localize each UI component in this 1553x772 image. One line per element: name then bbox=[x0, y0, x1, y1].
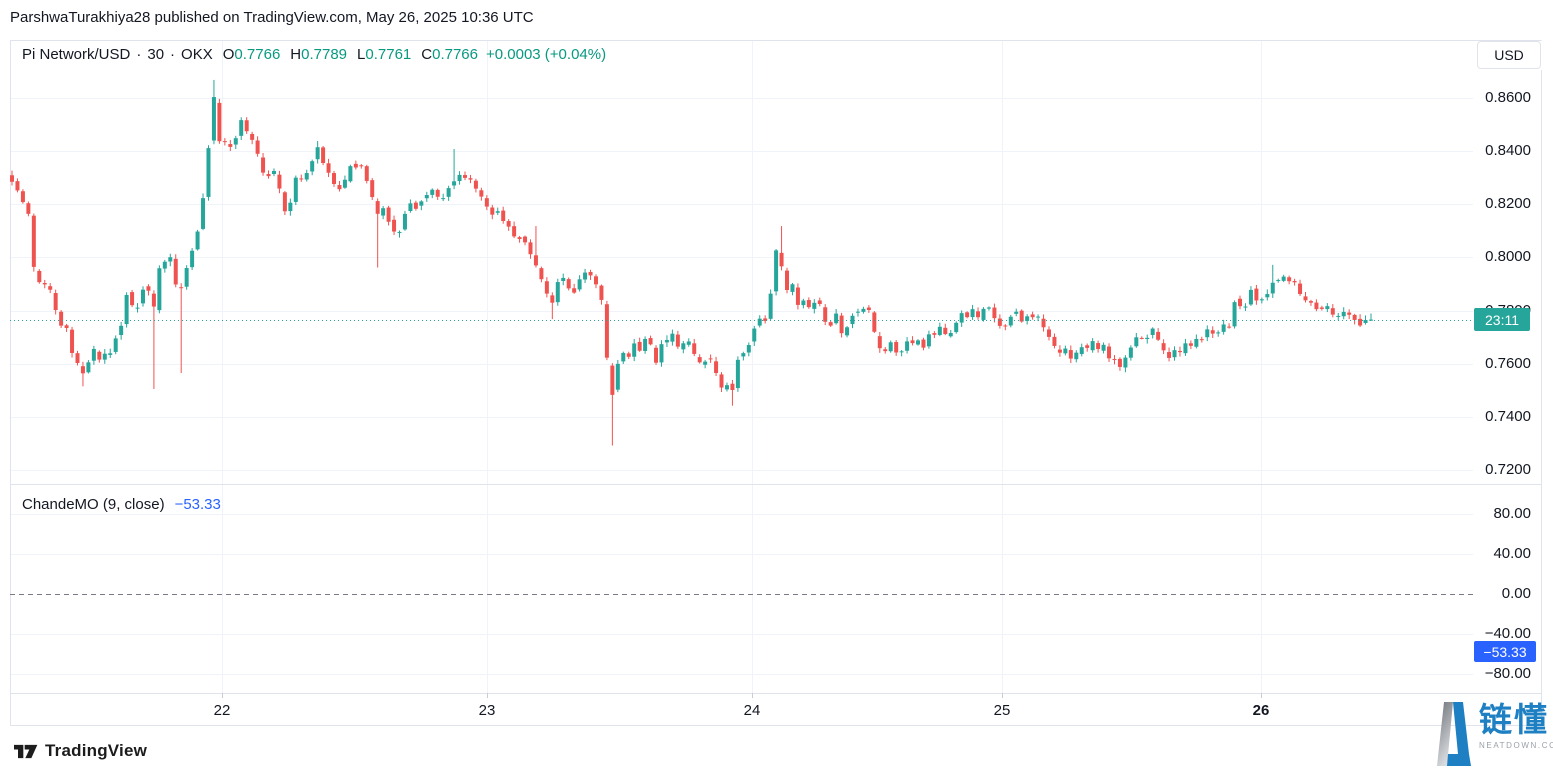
publish-header: ParshwaTurakhiya28 published on TradingV… bbox=[10, 9, 534, 26]
tradingview-link[interactable]: TradingView bbox=[14, 738, 147, 764]
cmo-line bbox=[10, 507, 1371, 675]
ohlc-high: H0.7789 bbox=[290, 46, 348, 63]
time-axis-label: 22 bbox=[213, 702, 231, 719]
ohlc-low: L0.7761 bbox=[357, 46, 412, 63]
cmo-axis-label: 80.00 bbox=[1493, 505, 1531, 522]
tradingview-brand-text: TradingView bbox=[45, 741, 148, 760]
price-axis-label: 0.8200 bbox=[1485, 195, 1531, 213]
ohlc-close: C0.7766 bbox=[421, 46, 478, 63]
indicator-legend[interactable]: ChandeMO (9, close) −53.33 bbox=[22, 496, 221, 513]
cmo-axis-label: 0.00 bbox=[1501, 585, 1531, 602]
watermark-site-text: NEATDOWN.COM bbox=[1479, 741, 1553, 750]
price-axis-label: 0.7600 bbox=[1485, 354, 1531, 372]
interval-value: 30 bbox=[147, 46, 165, 63]
countdown-badge: 23:11 bbox=[1474, 308, 1530, 331]
indicator-value: −53.33 bbox=[174, 496, 221, 513]
time-scale[interactable] bbox=[10, 693, 1541, 725]
cmo-axis-label: −40.00 bbox=[1484, 625, 1531, 642]
exchange-name: OKX bbox=[181, 46, 213, 63]
ohlc-open: O0.7766 bbox=[222, 46, 281, 63]
time-axis-label: 25 bbox=[993, 702, 1011, 719]
price-axis-label: 0.7400 bbox=[1485, 407, 1531, 425]
tradingview-logo-icon bbox=[14, 744, 38, 758]
price-axis-label: 0.8400 bbox=[1485, 142, 1531, 160]
cmo-axis-label: 40.00 bbox=[1493, 545, 1531, 562]
grid-lines bbox=[10, 41, 1473, 693]
cmo-axis-label: −80.00 bbox=[1484, 665, 1531, 682]
legend-separator: · bbox=[170, 46, 176, 63]
price-axis-label: 0.8600 bbox=[1485, 89, 1531, 106]
watermark-cn-text: 链懂 bbox=[1479, 701, 1549, 738]
currency-toggle-button[interactable]: USD bbox=[1477, 41, 1541, 69]
time-axis-label: 24 bbox=[743, 702, 761, 719]
time-axis-label: 23 bbox=[478, 702, 496, 719]
neatdown-logo-icon bbox=[1437, 702, 1471, 766]
time-axis-label: 26 bbox=[1252, 702, 1270, 719]
indicator-name: ChandeMO (9, close) bbox=[22, 496, 165, 513]
symbol-name: Pi Network/USD bbox=[22, 46, 131, 63]
legend-separator: · bbox=[136, 46, 142, 63]
candlestick-series bbox=[10, 79, 1373, 446]
symbol-legend[interactable]: Pi Network/USD · 30 · OKX O0.7766 H0.7789 L0.77… bbox=[22, 46, 606, 63]
neatdown-watermark[interactable]: 链懂 NEATDOWN.COM bbox=[1436, 702, 1553, 768]
price-change: +0.0003 (+0.04%) bbox=[486, 46, 607, 63]
chart-frame bbox=[10, 40, 1542, 726]
price-axis-label: 0.8000 bbox=[1485, 248, 1531, 266]
indicator-value-badge: −53.33 bbox=[1474, 641, 1536, 662]
price-axis-label: 0.7200 bbox=[1485, 461, 1531, 478]
